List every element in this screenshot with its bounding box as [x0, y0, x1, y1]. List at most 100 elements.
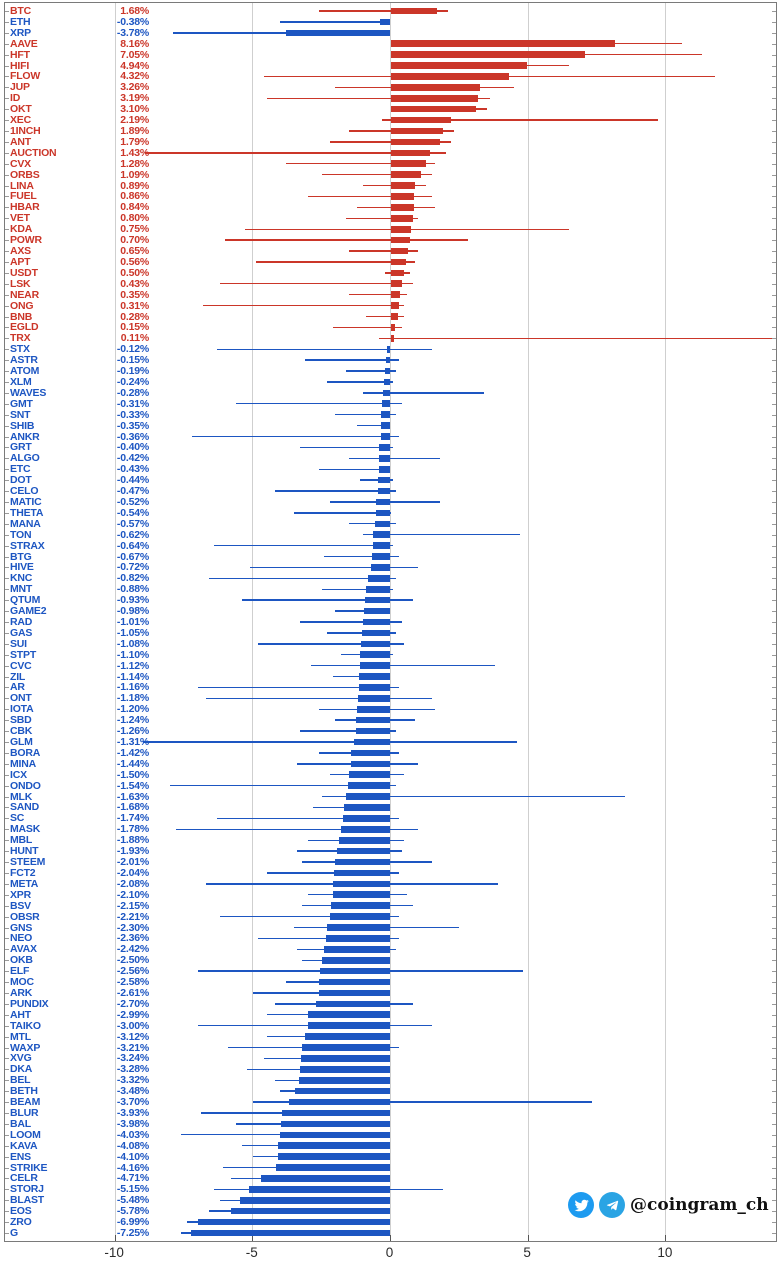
y-tick-right [772, 1233, 776, 1234]
bar [390, 73, 510, 80]
y-tick-right [772, 632, 776, 634]
value-label: -4.10% [116, 1150, 149, 1163]
range-whisker [266, 872, 399, 874]
ticker-label: QTUM [10, 594, 41, 607]
ticker-label: USDT [10, 266, 38, 279]
ticker-label: EOS [10, 1205, 32, 1218]
ticker-label: OKB [10, 954, 33, 967]
bar [390, 247, 409, 255]
value-label: -0.93% [116, 594, 149, 607]
bar [304, 1033, 391, 1040]
y-tick-left [5, 982, 9, 984]
y-tick-left [5, 894, 9, 896]
range-whisker [365, 315, 405, 318]
value-label: -3.21% [116, 1041, 149, 1054]
bar [299, 1076, 391, 1084]
y-tick-right [772, 665, 776, 667]
range-whisker [318, 468, 391, 470]
value-label: -0.72% [116, 561, 149, 574]
ticker-label: XVG [10, 1052, 32, 1065]
range-whisker [299, 621, 402, 623]
bar [373, 531, 391, 538]
range-whisker [349, 250, 419, 252]
y-tick-right [772, 894, 776, 896]
value-label: -1.50% [116, 768, 149, 781]
y-tick-right [772, 512, 776, 514]
value-label: -3.78% [116, 26, 149, 39]
ticker-label: SHIB [10, 419, 35, 432]
value-label: -0.52% [116, 495, 149, 508]
x-tick-mark [390, 1235, 391, 1241]
y-tick-right [772, 752, 776, 754]
y-tick-left [5, 469, 9, 471]
value-label: -0.36% [116, 430, 149, 443]
ticker-label: SC [10, 812, 25, 825]
y-tick-right [772, 709, 776, 711]
y-tick-right [772, 818, 776, 820]
y-tick-right [772, 338, 776, 340]
y-tick-right [772, 796, 776, 798]
value-label: 1.79% [120, 135, 149, 148]
ticker-label: G [10, 1227, 18, 1239]
bar [359, 673, 391, 680]
ticker-label: POWR [10, 234, 42, 247]
ticker-label: BEL [10, 1074, 31, 1087]
x-axis-tick-label: 0 [385, 1245, 394, 1260]
y-tick-right [772, 109, 776, 111]
bar [390, 280, 403, 288]
y-tick-left [5, 349, 9, 351]
value-label: -3.24% [116, 1052, 149, 1065]
y-tick-left [5, 1200, 9, 1202]
x-axis-tick-label: 5 [523, 1245, 531, 1260]
y-tick-left [5, 949, 9, 951]
y-tick-right [772, 589, 776, 591]
value-label: -1.24% [116, 714, 149, 727]
range-whisker [349, 457, 441, 460]
y-tick-left [5, 1102, 9, 1104]
range-whisker [197, 686, 399, 689]
y-tick-left [5, 1178, 9, 1180]
bar [372, 542, 391, 549]
x-tick-mark [527, 1235, 529, 1241]
bar [344, 804, 391, 811]
range-whisker [332, 326, 402, 329]
range-whisker [357, 424, 391, 427]
y-tick-right [772, 687, 776, 689]
range-whisker [206, 697, 432, 700]
value-label: -1.01% [116, 616, 149, 628]
y-tick-left [5, 1047, 9, 1049]
bar [363, 607, 391, 615]
bar [345, 793, 391, 800]
y-tick-right [772, 447, 776, 449]
bar [380, 433, 391, 440]
bar [279, 1131, 391, 1139]
range-whisker [222, 1166, 308, 1169]
y-tick-right [772, 480, 776, 482]
bar [350, 760, 391, 768]
value-label: -6.99% [116, 1216, 149, 1229]
value-label: -3.70% [116, 1096, 149, 1109]
ticker-label: TRX [10, 332, 31, 345]
bar [319, 978, 391, 986]
gridline [252, 3, 254, 1241]
y-tick-right [772, 545, 776, 547]
y-tick-left [5, 174, 9, 176]
ticker-label: AUCTION [10, 146, 57, 159]
value-label: -4.03% [116, 1128, 149, 1141]
bar [321, 956, 391, 964]
ticker-label: EGLD [10, 321, 39, 334]
bar [275, 1164, 391, 1171]
range-whisker [274, 490, 396, 492]
ticker-label: NEO [10, 932, 33, 945]
value-label: -0.98% [116, 605, 149, 618]
ticker-label: CBK [10, 725, 33, 738]
bar [334, 869, 391, 877]
value-label: -2.36% [116, 932, 149, 945]
value-label: -2.10% [116, 888, 149, 901]
bar [354, 738, 391, 746]
y-tick-left [5, 643, 9, 645]
y-tick-left [5, 927, 9, 929]
y-tick-left [5, 1145, 9, 1147]
y-tick-right [772, 436, 776, 438]
